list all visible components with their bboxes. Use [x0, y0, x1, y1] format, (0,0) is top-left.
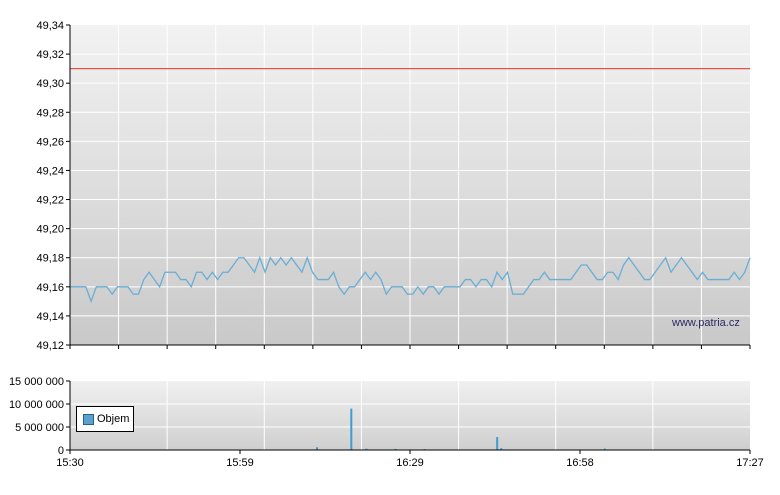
volume-panel: 15 000 000 10 000 000 5 000 000 0 — [9, 376, 750, 457]
legend-swatch-volume — [83, 413, 94, 425]
volume-y-tick-label: 0 — [58, 445, 64, 457]
volume-bar — [500, 448, 503, 450]
price-y-tick-label: 49,24 — [36, 165, 64, 177]
watermark: www.patria.cz — [672, 317, 740, 329]
volume-bar — [350, 408, 353, 450]
x-tick-label: 16:29 — [396, 457, 424, 469]
price-y-tick-label: 49,30 — [36, 78, 64, 90]
volume-y-tick-label: 10 000 000 — [9, 399, 64, 411]
price-y-tick-label: 49,34 — [36, 20, 64, 32]
price-y-tick-label: 49,16 — [36, 282, 64, 294]
price-series-line — [70, 255, 751, 304]
volume-bar — [316, 447, 319, 450]
price-y-tick-label: 49,28 — [36, 107, 64, 119]
price-y-tick-label: 49,14 — [36, 311, 64, 323]
x-tick-label: 15:59 — [226, 457, 254, 469]
volume-y-tick-label: 15 000 000 — [9, 376, 64, 388]
price-y-tick-label: 49,18 — [36, 253, 64, 265]
price-y-tick-label: 49,26 — [36, 136, 64, 148]
volume-bar — [496, 437, 499, 450]
volume-plot-bg — [70, 381, 750, 450]
price-panel: 49,34 49,32 49,30 49,28 49,26 49,24 49,22 49,20… — [36, 20, 751, 352]
price-y-tick-label: 49,32 — [36, 49, 64, 61]
x-tick-label: 15:30 — [56, 457, 84, 469]
x-tick-label: 16:58 — [566, 457, 594, 469]
volume-legend: Objem — [76, 406, 134, 432]
x-tick-label: 17:27 — [736, 457, 764, 469]
price-y-tick-label: 49,12 — [36, 340, 64, 352]
price-y-tick-label: 49,22 — [36, 195, 64, 207]
volume-bar — [603, 448, 606, 450]
price-y-tick-label: 49,20 — [36, 224, 64, 236]
legend-label-volume: Objem — [97, 413, 130, 425]
volume-bar — [394, 448, 397, 450]
volume-y-tick-label: 5 000 000 — [15, 422, 64, 434]
volume-bar — [365, 448, 368, 450]
x-axis: 15:30 15:59 16:29 16:58 17:27 — [56, 450, 764, 469]
